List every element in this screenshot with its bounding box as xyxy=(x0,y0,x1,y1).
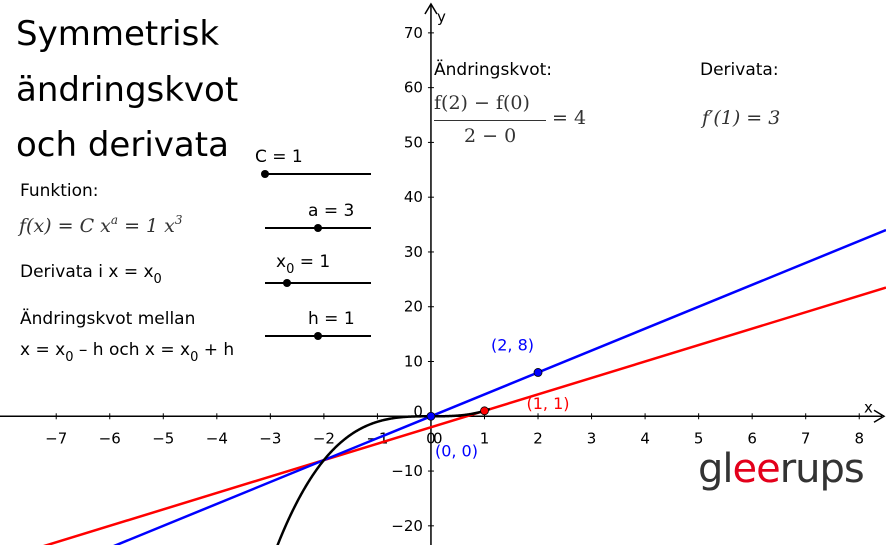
quotient-line2-b: – h och x = x xyxy=(73,340,191,360)
quotient-line2-sub2: 0 xyxy=(190,350,199,365)
point-marker[interactable] xyxy=(533,368,543,377)
slider-c-label: C = 1 xyxy=(255,147,303,167)
x-tick-label: −2 xyxy=(313,429,335,447)
title-line-2: ändringskvot xyxy=(16,70,239,110)
x-tick-label: 4 xyxy=(640,429,650,447)
x-tick-label: 3 xyxy=(587,429,597,447)
slider-x0-label-main: x xyxy=(276,252,287,272)
quotient-interval-line-2: x = x0 – h och x = x0 + h xyxy=(20,340,235,365)
y-tick-label: 70 xyxy=(404,24,423,42)
function-formula-exp-val: 3 xyxy=(174,213,183,227)
slider-c-knob[interactable] xyxy=(261,170,269,178)
x-tick-label: 6 xyxy=(747,429,757,447)
point-label: (2, 8) xyxy=(491,335,534,354)
slider-x0-knob[interactable] xyxy=(283,279,291,287)
logo-part-1: gl xyxy=(698,446,734,492)
function-formula-exp-a: a xyxy=(110,213,119,227)
quotient-interval-line-1: Ändringskvot mellan xyxy=(20,309,196,329)
y-zero-label: 0 xyxy=(413,402,423,420)
x-axis-label: x xyxy=(864,398,873,416)
title-line-3: och derivata xyxy=(16,125,229,165)
y-axis-arrow xyxy=(424,2,438,15)
x-tick-label: 1 xyxy=(480,429,490,447)
x-tick-label: 7 xyxy=(801,429,811,447)
slider-x0-label-sub: 0 xyxy=(286,262,295,277)
logo-part-3: rups xyxy=(779,446,865,492)
slider-x0-label-rest: = 1 xyxy=(294,252,331,272)
point-marker[interactable] xyxy=(480,406,489,416)
cubic-curve xyxy=(276,407,491,545)
slider-c-track[interactable] xyxy=(265,173,371,175)
derivative-point-text: Derivata i x = x xyxy=(20,262,154,282)
point-label: (0, 0) xyxy=(435,441,478,460)
quotient-line2-c: + h xyxy=(198,340,235,360)
y-tick-label: −10 xyxy=(391,462,423,480)
y-axis-label: y xyxy=(437,8,446,26)
quotient-line2-sub1: 0 xyxy=(65,350,74,365)
function-formula-middle: = 1 x xyxy=(118,215,175,237)
function-label: Funktion: xyxy=(20,181,99,201)
point-marker[interactable] xyxy=(426,411,436,421)
y-tick-label: 10 xyxy=(404,353,423,371)
x-tick-label: −7 xyxy=(45,429,67,447)
quotient-line2-a: x = x xyxy=(20,340,66,360)
x-tick-label: 5 xyxy=(694,429,704,447)
x-tick-label: 0 xyxy=(426,429,436,447)
quotient-numerator: f(2) − f(0) xyxy=(434,92,530,114)
derivative-point-sub: 0 xyxy=(153,272,162,287)
function-formula-prefix: f(x) = C x xyxy=(19,215,111,237)
slider-x0-track[interactable] xyxy=(265,282,371,284)
slider-x0-label: x0 = 1 xyxy=(276,252,331,277)
function-formula: f(x) = C xa = 1 x3 xyxy=(19,213,183,237)
x-tick-label: 2 xyxy=(533,429,543,447)
y-tick-label: 60 xyxy=(404,79,423,97)
y-tick-label: 20 xyxy=(404,298,423,316)
point-label: (1, 1) xyxy=(526,394,569,413)
y-tick-label: 30 xyxy=(404,243,423,261)
secant-line xyxy=(113,228,886,545)
origin-label: 0 xyxy=(433,429,443,447)
x-tick-label: −4 xyxy=(206,429,228,447)
y-tick-label: 40 xyxy=(404,188,423,206)
x-axis-arrow xyxy=(873,409,886,423)
x-tick-label: 8 xyxy=(854,429,864,447)
slider-a-knob[interactable] xyxy=(314,224,322,232)
x-tick-label: −6 xyxy=(99,429,121,447)
x-tick-label: −3 xyxy=(259,429,281,447)
x-tick-label: −5 xyxy=(152,429,174,447)
slider-a-label: a = 3 xyxy=(308,201,355,221)
quotient-denominator: 2 − 0 xyxy=(464,125,517,147)
slider-h-knob[interactable] xyxy=(314,332,322,340)
quotient-heading: Ändringskvot: xyxy=(434,60,553,80)
title-line-1: Symmetrisk xyxy=(16,14,220,54)
tangent-line xyxy=(43,286,886,545)
derivative-heading: Derivata: xyxy=(700,60,779,80)
derivative-point-label: Derivata i x = x0 xyxy=(20,262,162,287)
gleerups-logo: gleerups xyxy=(698,446,865,492)
y-tick-label: 50 xyxy=(404,133,423,151)
slider-h-label: h = 1 xyxy=(308,309,355,329)
logo-part-2: ee xyxy=(732,446,781,492)
y-tick-label: −20 xyxy=(391,517,423,535)
quotient-fraction-bar xyxy=(434,120,546,121)
derivative-value: f′(1) = 3 xyxy=(702,107,781,129)
quotient-result: = 4 xyxy=(552,107,587,129)
